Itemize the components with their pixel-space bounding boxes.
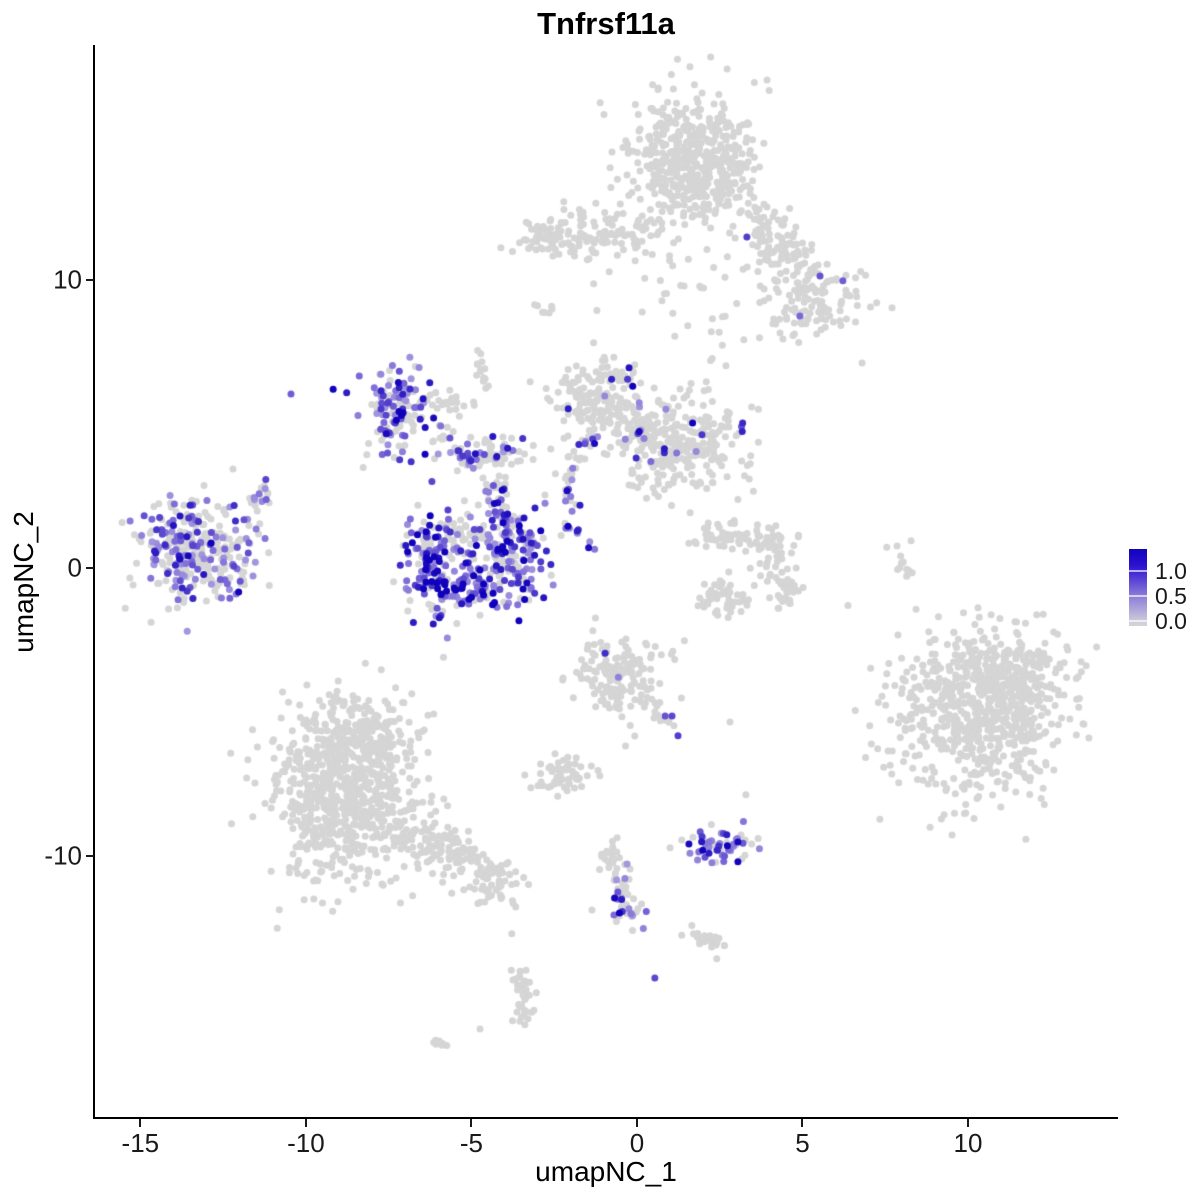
x-axis-tick (304, 1119, 307, 1127)
x-axis-tick-label: -10 (287, 1128, 325, 1158)
y-axis-tick-label: 0 (67, 552, 82, 583)
x-axis-line (93, 1117, 1118, 1119)
x-axis-tick-label: -15 (121, 1128, 160, 1158)
legend-label: 0.5 (1155, 583, 1187, 609)
x-axis-tick (801, 1119, 804, 1127)
y-axis-tick (86, 278, 94, 281)
legend-tick (1129, 595, 1147, 597)
x-axis-tick-label: 5 (795, 1128, 810, 1158)
legend-tick (1129, 570, 1147, 572)
y-axis-tick-label: -10 (44, 840, 82, 871)
x-axis-tick-label: 0 (629, 1128, 645, 1158)
legend-tick (1129, 620, 1147, 622)
legend-colorbar (1129, 549, 1147, 626)
y-axis-tick (86, 854, 94, 857)
expression-legend: 1.0 0.5 0.0 (1127, 545, 1200, 635)
x-axis-tick (635, 1119, 638, 1127)
x-axis-title: umapNC_1 (535, 1156, 677, 1187)
y-axis-line (93, 45, 95, 1119)
plot-title: Tnfrsf11a (537, 6, 675, 41)
x-axis-tick (470, 1119, 473, 1127)
x-axis-tick-label: -5 (459, 1128, 483, 1158)
legend-label: 0.0 (1155, 608, 1187, 634)
x-axis-tick (967, 1119, 970, 1127)
legend-label: 1.0 (1155, 558, 1187, 584)
y-axis-tick-label: 10 (53, 264, 82, 295)
x-axis-tick (139, 1119, 142, 1127)
x-axis-tick-label: 10 (953, 1128, 983, 1158)
y-axis-tick (86, 566, 94, 569)
